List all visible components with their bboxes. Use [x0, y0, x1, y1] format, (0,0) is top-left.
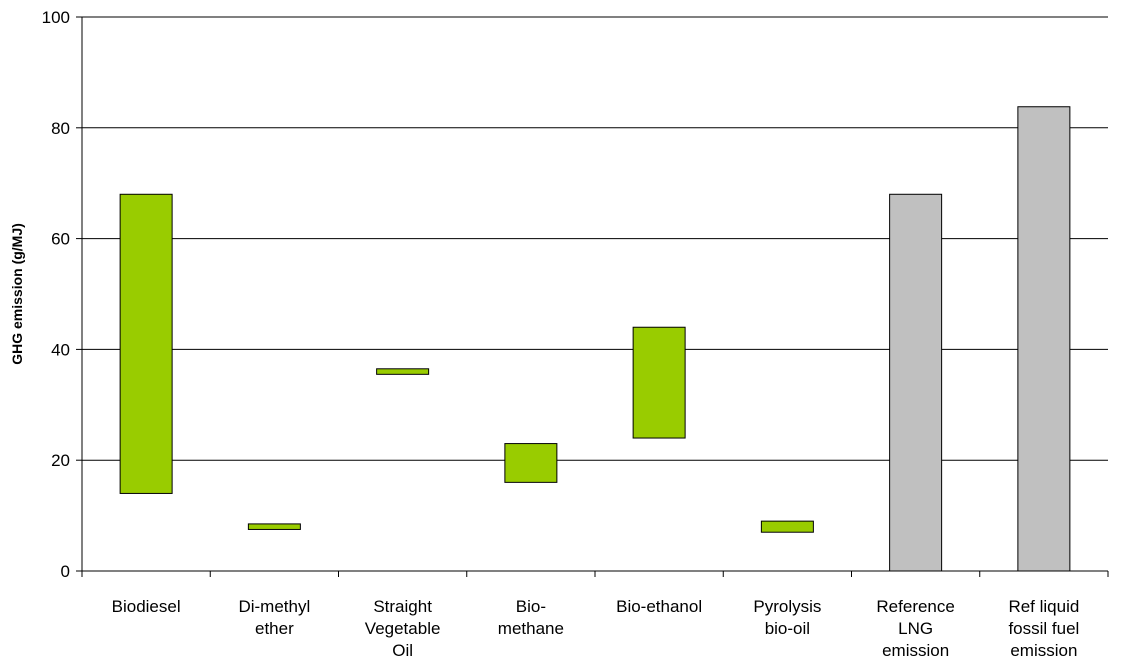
x-category-label: Bio-methane — [498, 597, 564, 638]
range-bar-pyrolysis-bio-oil — [761, 521, 813, 532]
x-category-label: Di-methyl ether — [238, 597, 310, 638]
axes — [76, 17, 1108, 577]
range-bar-bio-ethanol — [633, 327, 685, 438]
x-category-label: Biodiesel — [112, 597, 181, 616]
y-tick-label: 20 — [51, 451, 70, 470]
x-category-label: Straight Vegetable Oil — [365, 597, 441, 660]
gridlines — [82, 17, 1108, 460]
range-bar-biodiesel — [120, 194, 172, 493]
x-category-labels: Biodiesel Di-methyl ether Straight Vegetable… — [112, 597, 1080, 660]
y-tick-label: 40 — [51, 340, 70, 359]
y-tick-labels: 0 20 40 60 80 100 — [42, 8, 70, 581]
y-tick-label: 100 — [42, 8, 70, 27]
range-bars — [120, 107, 1070, 571]
range-bar-straight-vegetable-oil — [377, 369, 429, 375]
y-axis-title: GHG emission (g/MJ) — [9, 223, 25, 365]
x-category-label: Pyrolysis bio-oil — [753, 597, 821, 638]
x-category-label: Ref liquid fossil fuel emission — [1008, 597, 1079, 660]
range-bar-bio-methane — [505, 444, 557, 483]
range-bar-di-methyl-ether — [248, 524, 300, 530]
y-tick-label: 80 — [51, 119, 70, 138]
x-category-label: Reference LNG emission — [876, 597, 954, 660]
range-bar-reference-lng-emission — [890, 194, 942, 571]
range-bar-ref-liquid-fossil-fuel-emission — [1018, 107, 1070, 571]
x-category-label: Bio-ethanol — [616, 597, 702, 616]
y-tick-label: 60 — [51, 230, 70, 249]
y-tick-label: 0 — [61, 562, 70, 581]
